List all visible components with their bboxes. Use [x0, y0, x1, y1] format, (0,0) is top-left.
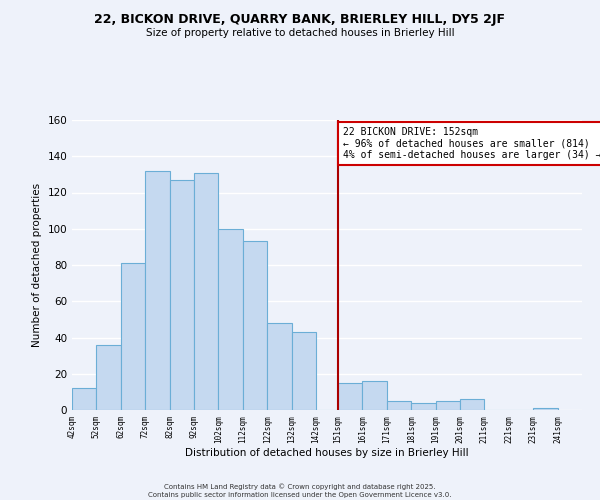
Bar [267, 323, 292, 410]
Y-axis label: Number of detached properties: Number of detached properties [32, 183, 42, 347]
Bar [170, 180, 194, 410]
X-axis label: Distribution of detached houses by size in Brierley Hill: Distribution of detached houses by size … [185, 448, 469, 458]
Bar [460, 399, 484, 410]
Bar [338, 383, 362, 410]
Bar [121, 263, 145, 410]
Bar [218, 229, 243, 410]
Bar [292, 332, 316, 410]
Text: Size of property relative to detached houses in Brierley Hill: Size of property relative to detached ho… [146, 28, 454, 38]
Text: Contains HM Land Registry data © Crown copyright and database right 2025.
Contai: Contains HM Land Registry data © Crown c… [148, 484, 452, 498]
Bar [387, 401, 411, 410]
Text: 22 BICKON DRIVE: 152sqm
← 96% of detached houses are smaller (814)
4% of semi-de: 22 BICKON DRIVE: 152sqm ← 96% of detache… [343, 127, 600, 160]
Text: 22, BICKON DRIVE, QUARRY BANK, BRIERLEY HILL, DY5 2JF: 22, BICKON DRIVE, QUARRY BANK, BRIERLEY … [95, 12, 505, 26]
Bar [72, 388, 97, 410]
Bar [243, 242, 267, 410]
Bar [533, 408, 557, 410]
Bar [145, 171, 170, 410]
Bar [411, 403, 436, 410]
Bar [436, 401, 460, 410]
Bar [194, 172, 218, 410]
Bar [362, 381, 387, 410]
Bar [97, 345, 121, 410]
